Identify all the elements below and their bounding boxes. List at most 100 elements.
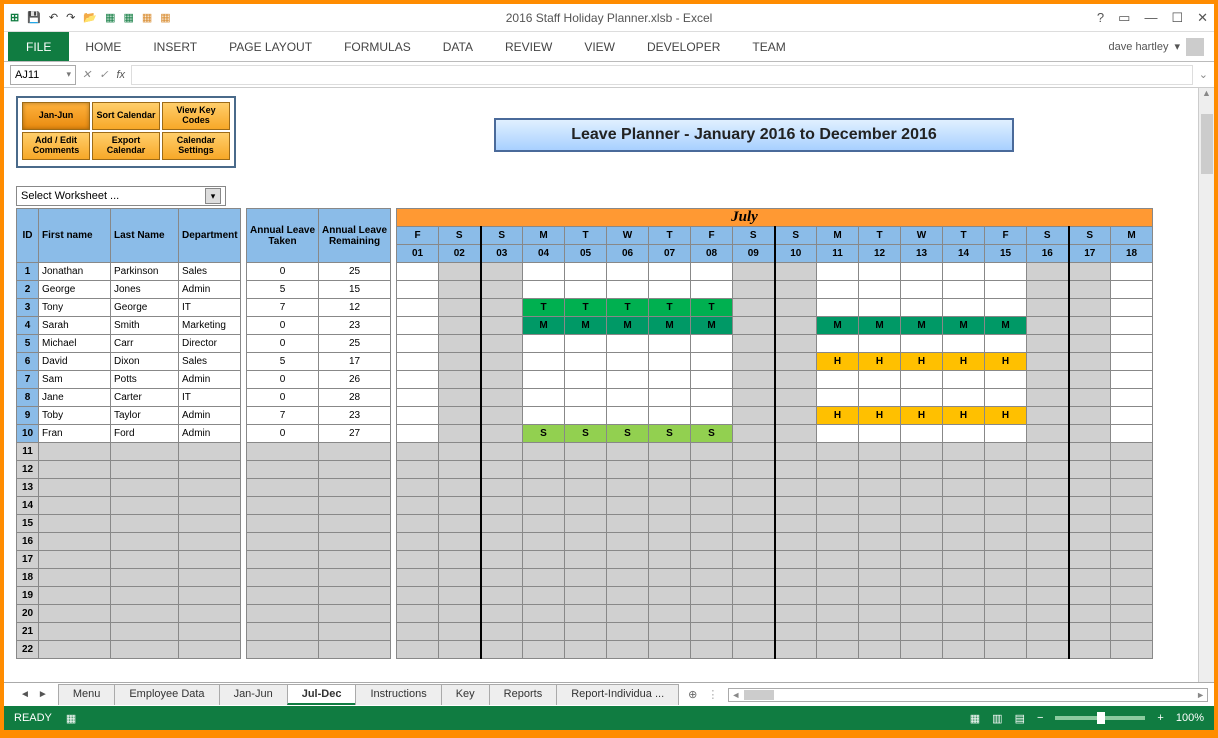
empty-day-cell[interactable] (817, 443, 859, 461)
sheet-tab[interactable]: Report-Individua ... (556, 684, 679, 705)
empty-cell[interactable] (179, 605, 241, 623)
cell-fname[interactable]: Sarah (39, 317, 111, 335)
empty-day-cell[interactable] (1069, 443, 1111, 461)
qat-icon-1[interactable]: ▦ (105, 11, 115, 24)
empty-day-cell[interactable] (1111, 443, 1153, 461)
cell-taken[interactable]: 0 (247, 317, 319, 335)
empty-day-cell[interactable] (775, 587, 817, 605)
empty-day-cell[interactable] (565, 443, 607, 461)
cell-fname[interactable]: Fran (39, 425, 111, 443)
day-cell[interactable] (1111, 353, 1153, 371)
accept-formula-icon[interactable]: ✓ (99, 68, 108, 81)
day-cell[interactable] (1027, 425, 1069, 443)
horizontal-scrollbar[interactable]: ◄ ► (728, 688, 1208, 702)
sheet-tab[interactable]: Menu (58, 684, 116, 705)
day-cell[interactable] (649, 353, 691, 371)
day-cell[interactable] (859, 389, 901, 407)
leave-cell[interactable]: S (649, 425, 691, 443)
zoom-out-icon[interactable]: − (1037, 712, 1043, 724)
empty-cell[interactable] (319, 623, 391, 641)
empty-cell[interactable] (39, 623, 111, 641)
cell-taken[interactable]: 5 (247, 281, 319, 299)
cell-taken[interactable]: 0 (247, 263, 319, 281)
empty-day-cell[interactable] (985, 623, 1027, 641)
empty-day-cell[interactable] (481, 569, 523, 587)
cell-taken[interactable]: 0 (247, 389, 319, 407)
leave-cell[interactable]: H (901, 353, 943, 371)
cell-remain[interactable]: 25 (319, 335, 391, 353)
cell-id[interactable]: 6 (17, 353, 39, 371)
empty-day-cell[interactable] (565, 641, 607, 659)
cell-fname[interactable]: Jonathan (39, 263, 111, 281)
empty-day-cell[interactable] (1069, 461, 1111, 479)
day-cell[interactable] (859, 299, 901, 317)
cell-fname[interactable]: Toby (39, 407, 111, 425)
empty-cell[interactable] (319, 587, 391, 605)
day-cell[interactable] (1111, 299, 1153, 317)
empty-day-cell[interactable] (1111, 623, 1153, 641)
leave-cell[interactable]: T (565, 299, 607, 317)
cell-taken[interactable]: 5 (247, 353, 319, 371)
empty-day-cell[interactable] (775, 479, 817, 497)
cell-id[interactable]: 20 (17, 605, 39, 623)
empty-cell[interactable] (179, 587, 241, 605)
empty-cell[interactable] (319, 443, 391, 461)
cancel-formula-icon[interactable]: ✕ (82, 68, 91, 81)
empty-day-cell[interactable] (733, 569, 775, 587)
btn-jan-jun[interactable]: Jan-Jun (22, 102, 90, 130)
day-cell[interactable] (901, 263, 943, 281)
day-cell[interactable] (481, 281, 523, 299)
day-cell[interactable] (691, 281, 733, 299)
empty-day-cell[interactable] (397, 515, 439, 533)
empty-day-cell[interactable] (481, 551, 523, 569)
empty-day-cell[interactable] (733, 605, 775, 623)
day-cell[interactable] (775, 425, 817, 443)
day-cell[interactable] (775, 281, 817, 299)
empty-day-cell[interactable] (439, 587, 481, 605)
empty-day-cell[interactable] (1027, 641, 1069, 659)
day-cell[interactable] (901, 425, 943, 443)
empty-day-cell[interactable] (523, 497, 565, 515)
empty-day-cell[interactable] (439, 569, 481, 587)
empty-cell[interactable] (247, 479, 319, 497)
empty-day-cell[interactable] (775, 533, 817, 551)
sheet-tab[interactable]: Jul-Dec (287, 684, 357, 705)
empty-day-cell[interactable] (565, 605, 607, 623)
empty-day-cell[interactable] (733, 533, 775, 551)
empty-cell[interactable] (111, 479, 179, 497)
day-cell[interactable] (649, 281, 691, 299)
day-cell[interactable] (775, 407, 817, 425)
leave-cell[interactable]: S (565, 425, 607, 443)
empty-day-cell[interactable] (565, 587, 607, 605)
leave-cell[interactable]: S (607, 425, 649, 443)
cell-remain[interactable]: 26 (319, 371, 391, 389)
empty-day-cell[interactable] (565, 551, 607, 569)
empty-day-cell[interactable] (649, 551, 691, 569)
day-cell[interactable] (439, 389, 481, 407)
empty-day-cell[interactable] (691, 641, 733, 659)
leave-cell[interactable]: H (817, 353, 859, 371)
empty-day-cell[interactable] (817, 533, 859, 551)
cell-dept[interactable]: Admin (179, 371, 241, 389)
day-cell[interactable] (649, 389, 691, 407)
cell-id[interactable]: 16 (17, 533, 39, 551)
day-cell[interactable] (607, 371, 649, 389)
day-cell[interactable] (523, 371, 565, 389)
empty-cell[interactable] (111, 551, 179, 569)
day-cell[interactable] (397, 371, 439, 389)
macro-record-icon[interactable]: ▦ (66, 712, 76, 725)
day-cell[interactable] (1027, 281, 1069, 299)
cell-id[interactable]: 19 (17, 587, 39, 605)
cell-dept[interactable]: Director (179, 335, 241, 353)
empty-cell[interactable] (247, 497, 319, 515)
cell-dept[interactable]: Marketing (179, 317, 241, 335)
cell-fname[interactable]: Michael (39, 335, 111, 353)
day-cell[interactable] (1069, 281, 1111, 299)
day-cell[interactable] (733, 425, 775, 443)
empty-day-cell[interactable] (439, 533, 481, 551)
empty-day-cell[interactable] (607, 461, 649, 479)
leave-cell[interactable]: M (691, 317, 733, 335)
empty-cell[interactable] (247, 551, 319, 569)
empty-day-cell[interactable] (859, 533, 901, 551)
empty-day-cell[interactable] (1111, 461, 1153, 479)
